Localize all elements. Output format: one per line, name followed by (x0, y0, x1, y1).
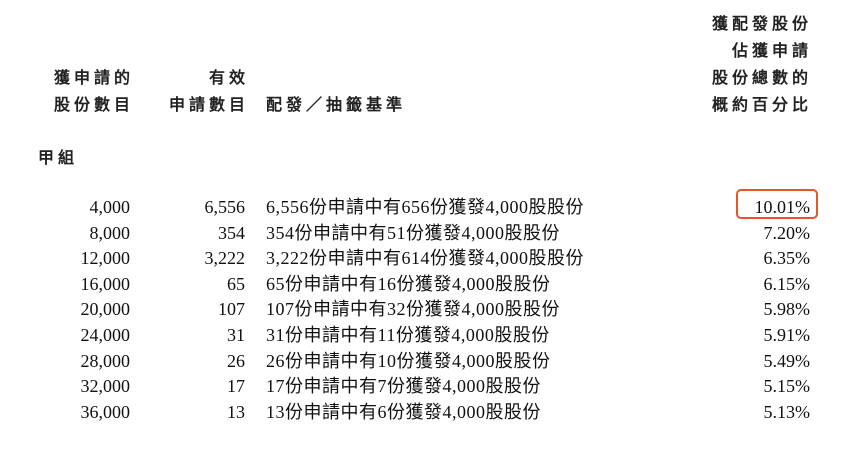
shares-cell: 36,000 (80, 401, 131, 422)
basis-cell: 6,556份申請中有656份獲發4,000股股份 (266, 197, 584, 217)
header-valid-applications: 有效 申請數目 (129, 64, 249, 118)
header-line: 股份總數的 (711, 68, 812, 87)
applications-cell: 26 (227, 350, 245, 371)
table-row: 20,000 107 107份申請中有32份獲發4,000股股份 5.98% (0, 297, 864, 323)
applications-cell: 3,222 (204, 248, 246, 269)
section-label: 甲組 (38, 148, 79, 167)
applications-cell: 17 (227, 376, 245, 397)
table-row: 8,000 354 354份申請中有51份獲發4,000股股份 7.20% (0, 221, 864, 247)
basis-cell: 354份申請中有51份獲發4,000股股份 (266, 222, 560, 243)
table-row: 32,000 17 17份申請中有7份獲發4,000股股份 5.15% (0, 374, 864, 400)
basis-cell: 3,222份申請中有614份獲發4,000股股份 (266, 248, 584, 269)
applications-cell: 13 (227, 401, 245, 422)
applications-cell: 31 (227, 324, 245, 345)
basis-cell: 26份申請中有10份獲發4,000股股份 (266, 350, 551, 371)
header-basis: 配發／抽籤基準 (266, 95, 407, 114)
shares-cell: 32,000 (80, 376, 131, 397)
basis-cell: 107份申請中有32份獲發4,000股股份 (266, 299, 560, 320)
basis-cell: 65份申請中有16份獲發4,000股股份 (266, 273, 551, 294)
applications-cell: 107 (218, 299, 245, 320)
table-row: 24,000 31 31份申請中有11份獲發4,000股股份 5.91% (0, 323, 864, 349)
header-line: 申請數目 (168, 95, 249, 114)
applications-cell: 6,556 (204, 197, 246, 217)
applications-cell: 65 (227, 273, 245, 294)
percentage-cell: 5.15% (763, 376, 811, 397)
header-line: 有效 (208, 68, 249, 87)
header-line: 股份數目 (53, 95, 134, 114)
table-row: 28,000 26 26份申請中有10份獲發4,000股股份 5.49% (0, 349, 864, 375)
shares-cell: 16,000 (80, 273, 131, 294)
allocation-table: 4,000 6,556 6,556份申請中有656份獲發4,000股股份 10.01%… (0, 195, 864, 425)
percentage-cell: 5.49% (763, 350, 811, 371)
percentage-cell: 5.98% (763, 299, 811, 320)
percentage-cell: 6.35% (763, 248, 811, 269)
header-line: 獲申請的 (53, 68, 134, 87)
header-line: 概約百分比 (711, 95, 812, 114)
basis-cell: 17份申請中有7份獲發4,000股股份 (266, 376, 541, 397)
shares-cell: 24,000 (80, 324, 131, 345)
shares-cell: 4,000 (89, 197, 131, 217)
shares-cell: 8,000 (89, 222, 131, 243)
applications-cell: 354 (218, 222, 245, 243)
header-percentage: 獲配發股份 佔獲申請 股份總數的 概約百分比 (652, 10, 812, 118)
highlight-box (736, 189, 818, 219)
percentage-cell: 7.20% (763, 222, 811, 243)
table-row: 16,000 65 65份申請中有16份獲發4,000股股份 6.15% (0, 272, 864, 298)
percentage-cell: 6.15% (763, 273, 811, 294)
table-row: 12,000 3,222 3,222份申請中有614份獲發4,000股股份 6.35% (0, 246, 864, 272)
percentage-cell: 5.13% (763, 401, 811, 422)
table-row: 36,000 13 13份申請中有6份獲發4,000股股份 5.13% (0, 400, 864, 426)
shares-cell: 12,000 (80, 248, 131, 269)
header-line: 佔獲申請 (731, 41, 812, 60)
shares-cell: 20,000 (80, 299, 131, 320)
percentage-cell: 5.91% (763, 324, 811, 345)
shares-cell: 28,000 (80, 350, 131, 371)
percentage-cell: 10.01% (754, 197, 811, 217)
header-applied-shares: 獲申請的 股份數目 (14, 64, 134, 118)
table-row: 4,000 6,556 6,556份申請中有656份獲發4,000股股份 10.01% (0, 195, 864, 221)
header-line: 獲配發股份 (711, 14, 812, 33)
basis-cell: 31份申請中有11份獲發4,000股股份 (266, 324, 550, 345)
basis-cell: 13份申請中有6份獲發4,000股股份 (266, 401, 541, 422)
